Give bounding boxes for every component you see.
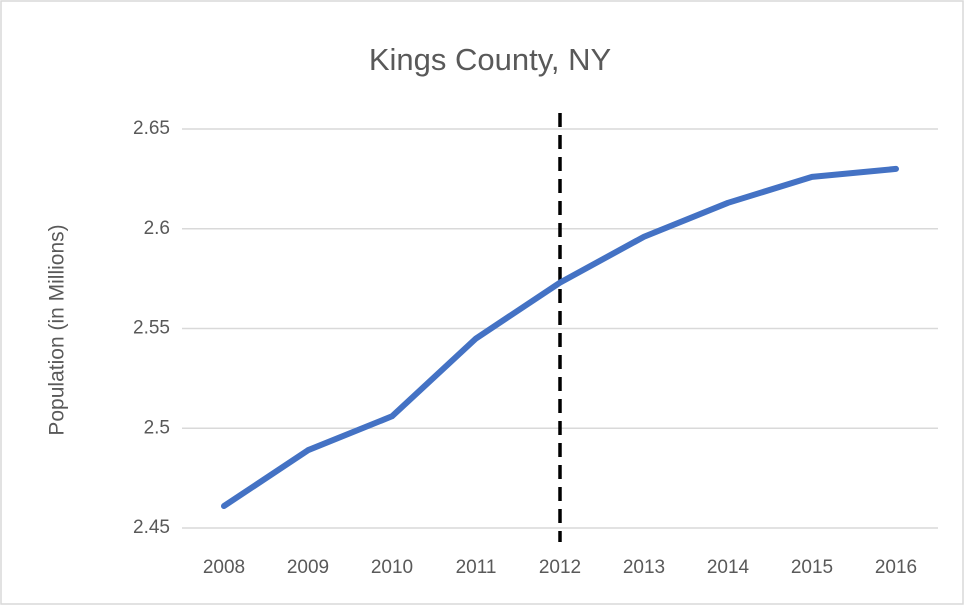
x-tick-label: 2008 xyxy=(203,557,245,578)
y-tick-label: 2.55 xyxy=(133,318,170,339)
x-tick-label: 2016 xyxy=(875,557,917,578)
chart-title: Kings County, NY xyxy=(369,42,611,77)
x-tick-label: 2011 xyxy=(456,557,497,578)
x-tick-label: 2014 xyxy=(707,557,750,578)
x-tick-label: 2015 xyxy=(791,557,833,578)
y-tick-label: 2.5 xyxy=(144,417,170,438)
y-tick-label: 2.45 xyxy=(133,517,170,538)
x-tick-label: 2010 xyxy=(371,557,413,578)
x-tick-label: 2012 xyxy=(539,557,581,578)
y-axis-label: Population (in Millions) xyxy=(46,224,69,435)
y-tick-label: 2.65 xyxy=(133,118,170,139)
x-tick-label: 2009 xyxy=(287,557,329,578)
y-tick-label: 2.6 xyxy=(144,218,170,239)
x-tick-label: 2013 xyxy=(623,557,665,578)
data-line xyxy=(221,165,899,510)
